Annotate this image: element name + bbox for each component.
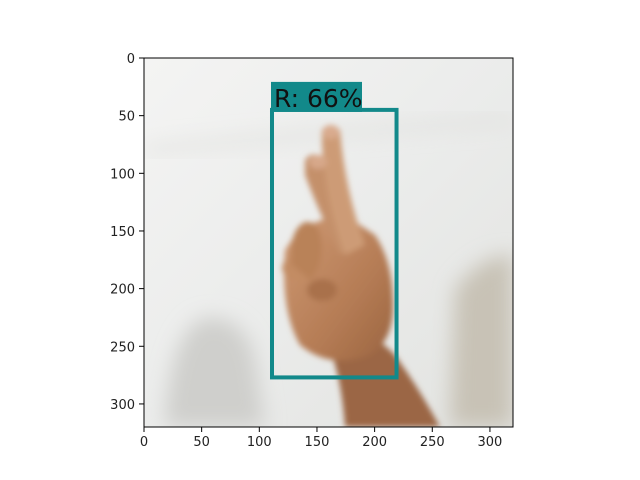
y-tick-label: 50 [118, 110, 135, 125]
y-tick-label: 150 [110, 225, 135, 240]
x-tick-label: 250 [420, 435, 445, 450]
y-tick-label: 300 [110, 398, 135, 413]
x-axis: 0 50 100 150 200 250 300 [140, 427, 502, 450]
detection-label-background [270, 81, 362, 112]
y-axis: 0 50 100 150 200 250 300 [110, 52, 144, 413]
curled-finger [307, 279, 337, 301]
fingertip [323, 125, 339, 139]
middle-finger [322, 125, 365, 255]
photo [144, 58, 513, 427]
hand-photo [282, 125, 440, 427]
axes-frame [143, 57, 514, 428]
y-tick-label: 200 [110, 283, 135, 298]
y-tick-label: 250 [110, 340, 135, 355]
thumb [291, 221, 322, 280]
detection-label: R: 66% [274, 84, 363, 113]
fingertip [309, 155, 327, 169]
x-tick-label: 150 [305, 435, 330, 450]
x-tick-label: 0 [140, 435, 148, 450]
x-tick-label: 200 [362, 435, 387, 450]
right-shadow [450, 255, 513, 427]
y-tick-label: 0 [127, 52, 135, 67]
y-tick-label: 100 [110, 167, 135, 182]
x-tick-label: 50 [193, 435, 210, 450]
wall-seam [144, 117, 513, 153]
x-tick-label: 100 [247, 435, 272, 450]
x-tick-label: 300 [478, 435, 503, 450]
detection-overlay: R: 66% [269, 81, 399, 380]
left-shadow [165, 317, 265, 427]
